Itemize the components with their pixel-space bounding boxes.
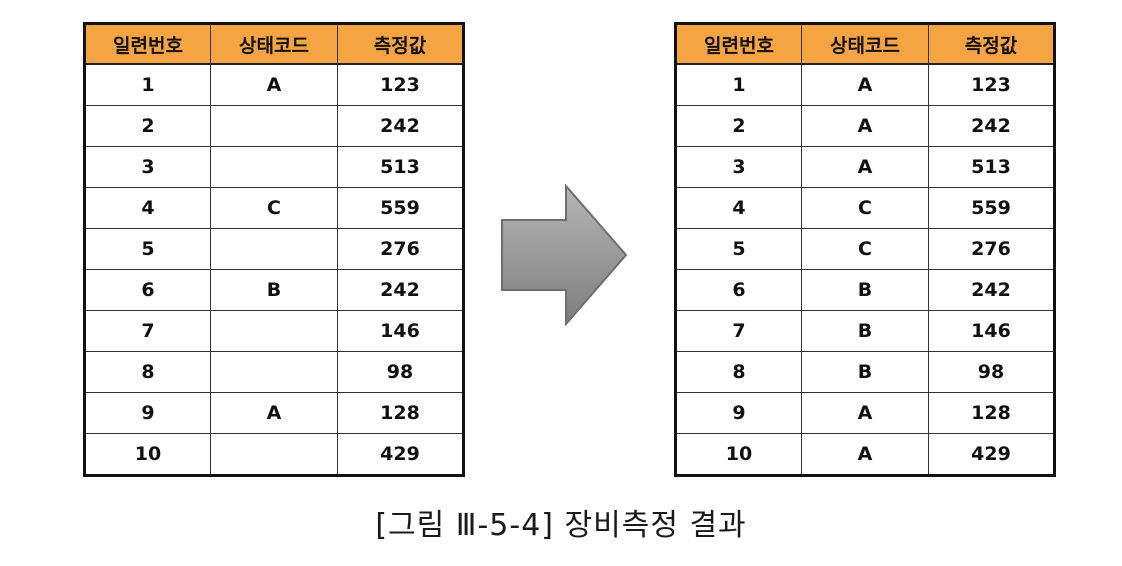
measurement-cell: 98 — [337, 351, 464, 393]
serial-cell: 8 — [675, 351, 802, 393]
status-code-cell — [210, 433, 338, 476]
serial-cell: 4 — [675, 187, 802, 229]
measurement-cell: 242 — [928, 105, 1055, 147]
table-row: 8 98 — [84, 351, 464, 393]
serial-cell: 1 — [675, 63, 802, 106]
measurement-cell: 128 — [928, 392, 1055, 434]
serial-cell: 5 — [84, 228, 211, 270]
serial-cell: 7 — [675, 310, 802, 352]
table-row: 5 276 — [84, 228, 464, 270]
table-row: 4 C 559 — [675, 187, 1055, 229]
table-row: 1 A 123 — [675, 63, 1055, 106]
measurement-cell: 123 — [928, 63, 1055, 106]
serial-cell: 9 — [675, 392, 802, 434]
measurement-cell: 242 — [928, 269, 1055, 311]
status-code-cell: C — [801, 228, 929, 270]
status-code-cell — [210, 351, 338, 393]
result-table: 일련번호 상태코드 측정값 1 A 123 2 A 242 3 A 513 4 C 559 5 C 276 6… — [674, 22, 1056, 477]
column-header-serial: 일련번호 — [675, 23, 802, 65]
table-row: 7 B 146 — [675, 310, 1055, 352]
measurement-cell: 276 — [337, 228, 464, 270]
table-header-row: 일련번호 상태코드 측정값 — [675, 23, 1055, 65]
status-code-cell: C — [210, 187, 338, 229]
table-row: 6 B 242 — [84, 269, 464, 311]
serial-cell: 10 — [675, 433, 802, 476]
table-row: 5 C 276 — [675, 228, 1055, 270]
column-header-measurement: 측정값 — [928, 23, 1055, 65]
serial-cell: 6 — [675, 269, 802, 311]
table-body: 1 A 123 2 A 242 3 A 513 4 C 559 5 C 276 6 B 242 7 B 146 8 B 98 9… — [675, 63, 1055, 476]
table-row: 8 B 98 — [675, 351, 1055, 393]
table-row: 10 429 — [84, 433, 464, 476]
table-row: 2 A 242 — [675, 105, 1055, 147]
status-code-cell: A — [801, 63, 929, 106]
serial-cell: 3 — [84, 146, 211, 188]
serial-cell: 9 — [84, 392, 211, 434]
measurement-cell: 559 — [337, 187, 464, 229]
status-code-cell: A — [801, 146, 929, 188]
table-row: 3 513 — [84, 146, 464, 188]
measurement-cell: 513 — [337, 146, 464, 188]
serial-cell: 10 — [84, 433, 211, 476]
measurement-cell: 146 — [928, 310, 1055, 352]
serial-cell: 1 — [84, 63, 211, 106]
serial-cell: 2 — [675, 105, 802, 147]
measurement-cell: 559 — [928, 187, 1055, 229]
column-header-serial: 일련번호 — [84, 23, 211, 65]
status-code-cell: B — [801, 351, 929, 393]
measurement-cell: 513 — [928, 146, 1055, 188]
table-row: 9 A 128 — [675, 392, 1055, 434]
table-row: 3 A 513 — [675, 146, 1055, 188]
measurement-cell: 146 — [337, 310, 464, 352]
table-header-row: 일련번호 상태코드 측정값 — [84, 23, 464, 65]
measurement-cell: 242 — [337, 269, 464, 311]
measurement-cell: 128 — [337, 392, 464, 434]
status-code-cell — [210, 310, 338, 352]
status-code-cell: B — [801, 269, 929, 311]
table-row: 4 C 559 — [84, 187, 464, 229]
status-code-cell — [210, 228, 338, 270]
serial-cell: 4 — [84, 187, 211, 229]
serial-cell: 7 — [84, 310, 211, 352]
serial-cell: 6 — [84, 269, 211, 311]
serial-cell: 8 — [84, 351, 211, 393]
status-code-cell: A — [801, 392, 929, 434]
measurement-cell: 123 — [337, 63, 464, 106]
table-row: 2 242 — [84, 105, 464, 147]
status-code-cell: B — [801, 310, 929, 352]
source-table: 일련번호 상태코드 측정값 1 A 123 2 242 3 513 4 C 559 5 276 6 B 24… — [83, 22, 465, 477]
serial-cell: 3 — [675, 146, 802, 188]
right-arrow-icon — [501, 184, 628, 326]
status-code-cell: A — [801, 433, 929, 476]
table-row: 6 B 242 — [675, 269, 1055, 311]
table-row: 1 A 123 — [84, 63, 464, 106]
measurement-cell: 242 — [337, 105, 464, 147]
table-row: 7 146 — [84, 310, 464, 352]
status-code-cell: A — [210, 392, 338, 434]
measurement-cell: 98 — [928, 351, 1055, 393]
table-row: 10 A 429 — [675, 433, 1055, 476]
status-code-cell — [210, 105, 338, 147]
status-code-cell: B — [210, 269, 338, 311]
table-row: 9 A 128 — [84, 392, 464, 434]
serial-cell: 2 — [84, 105, 211, 147]
status-code-cell — [210, 146, 338, 188]
measurement-cell: 429 — [337, 433, 464, 476]
status-code-cell: A — [801, 105, 929, 147]
column-header-measurement: 측정값 — [337, 23, 464, 65]
measurement-cell: 429 — [928, 433, 1055, 476]
figure-caption: [그림 Ⅲ-5-4] 장비측정 결과 — [375, 508, 747, 543]
column-header-status-code: 상태코드 — [210, 23, 338, 65]
table-body: 1 A 123 2 242 3 513 4 C 559 5 276 6 B 242 7 146 8 98 9 A 128 1… — [84, 63, 464, 476]
status-code-cell: C — [801, 187, 929, 229]
serial-cell: 5 — [675, 228, 802, 270]
measurement-cell: 276 — [928, 228, 1055, 270]
status-code-cell: A — [210, 63, 338, 106]
column-header-status-code: 상태코드 — [801, 23, 929, 65]
